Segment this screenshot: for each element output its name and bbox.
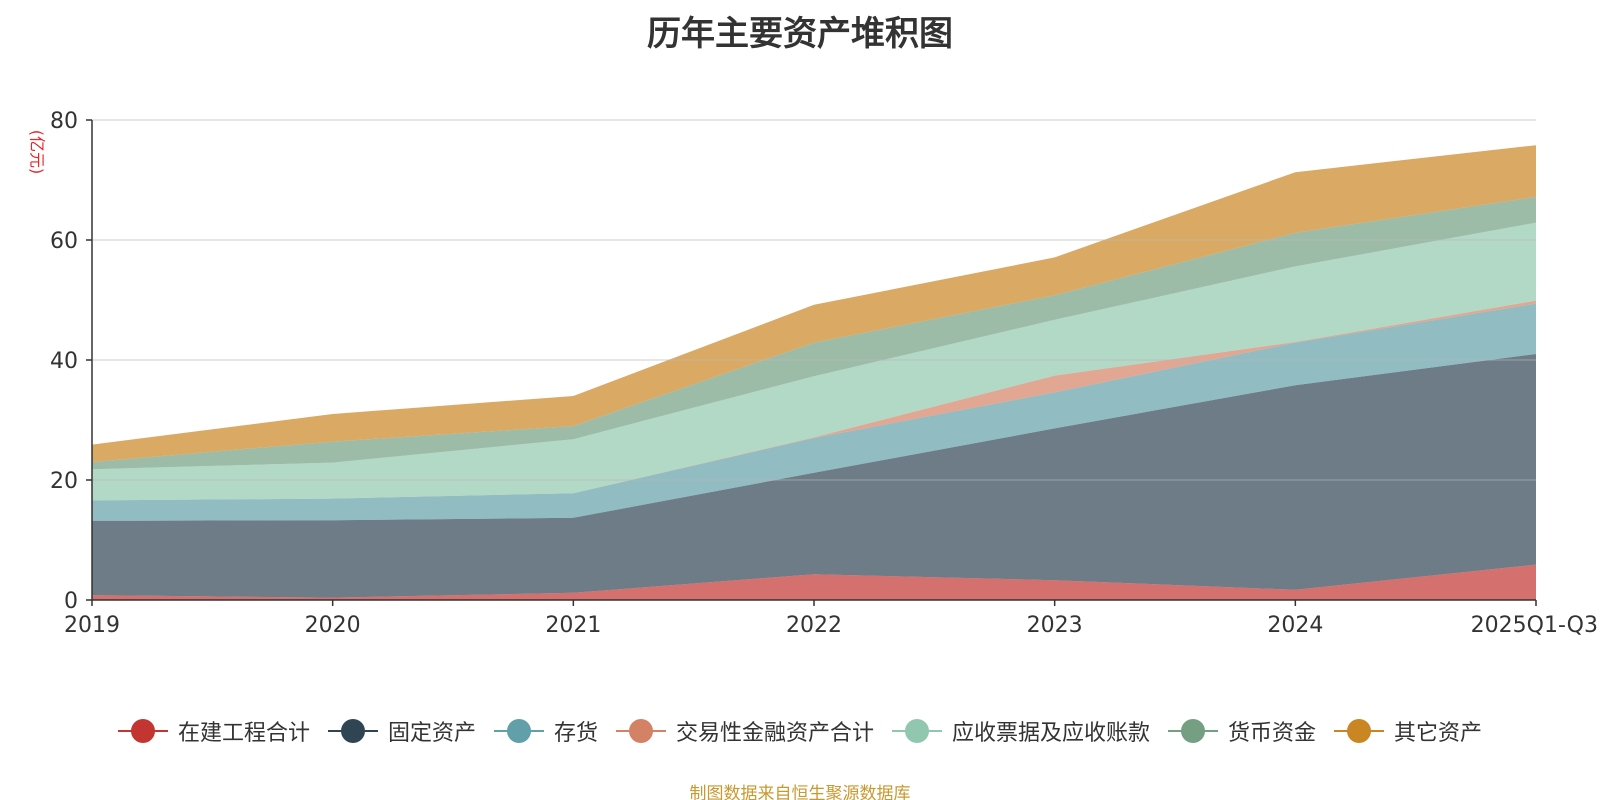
legend-label: 应收票据及应收账款 <box>952 721 1151 746</box>
legend-swatch-icon <box>327 718 378 744</box>
x-tick-label-1: 2020 <box>305 613 361 638</box>
x-tick-label-4: 2023 <box>1027 613 1083 638</box>
stacked-areas <box>92 145 1536 600</box>
legend-label: 货币资金 <box>1228 721 1317 746</box>
legend-swatch-icon <box>892 718 942 744</box>
y-tick-label-3: 60 <box>50 229 78 254</box>
legend-swatch-icon <box>1334 718 1385 744</box>
legend-label: 在建工程合计 <box>177 721 310 746</box>
legend-label: 固定资产 <box>387 721 476 746</box>
legend-swatch-dot <box>1181 719 1206 743</box>
legend-swatch-dot <box>905 719 929 743</box>
chart-title: 历年主要资产堆积图 <box>647 14 953 54</box>
legend-item-5[interactable]: 货币资金 <box>1168 715 1316 747</box>
series-area-0 <box>92 564 1536 600</box>
series-area-4 <box>92 222 1536 501</box>
series-area-6 <box>92 145 1536 462</box>
x-tick-label-3: 2022 <box>786 613 842 638</box>
legend-item-3[interactable]: 交易性金融资产合计 <box>615 715 874 747</box>
legend-item-6[interactable]: 其它资产 <box>1334 715 1482 747</box>
legend-item-0[interactable]: 在建工程合计 <box>117 715 310 747</box>
area-chart-plot: 0 20 40 60 80 2019 2020 2021 2022 2023 2024 2025Q1-… <box>50 109 1598 638</box>
legend-item-2[interactable]: 存货 <box>493 715 598 747</box>
source-note: 制图数据来自恒生聚源数据库 <box>689 784 911 800</box>
legend-swatch-dot <box>130 719 155 743</box>
y-tick-label-0: 0 <box>64 589 78 614</box>
y-tick-label-2: 40 <box>50 349 78 374</box>
legend-label: 存货 <box>553 721 598 746</box>
x-tick-label-6: 2025Q1-Q3 <box>1471 613 1598 638</box>
legend-label: 其它资产 <box>1394 721 1483 746</box>
series-area-1 <box>92 354 1536 598</box>
legend-swatch-icon <box>493 718 544 744</box>
legend-swatch-icon <box>615 718 666 744</box>
series-area-5 <box>92 196 1536 470</box>
legend-swatch-dot <box>1347 719 1372 743</box>
axes: 0 20 40 60 80 2019 2020 2021 2022 2023 2024 2025Q1-… <box>50 109 1598 638</box>
legend-swatch-icon <box>1168 718 1219 744</box>
x-tick-label-0: 2019 <box>64 613 120 638</box>
y-tick-label-4: 80 <box>50 109 78 134</box>
legend-swatch-dot <box>340 719 365 743</box>
gridlines <box>92 119 1536 481</box>
legend-item-1[interactable]: 固定资产 <box>327 715 476 747</box>
legend-label: 交易性金融资产合计 <box>675 721 874 746</box>
x-tick-label-5: 2024 <box>1267 613 1323 638</box>
x-tick-label-2: 2021 <box>545 613 601 638</box>
legend-swatch-dot <box>628 719 653 743</box>
legend-swatch-icon <box>117 718 168 744</box>
legend-item-4[interactable]: 应收票据及应收账款 <box>892 715 1150 747</box>
legend-swatch-dot <box>506 719 531 743</box>
chart-legend: 在建工程合计 固定资产 存货 交易性金融资产合计 应收票据及应收账款 货币资金 其它资产 <box>0 715 1600 747</box>
y-tick-label-1: 20 <box>50 469 78 494</box>
